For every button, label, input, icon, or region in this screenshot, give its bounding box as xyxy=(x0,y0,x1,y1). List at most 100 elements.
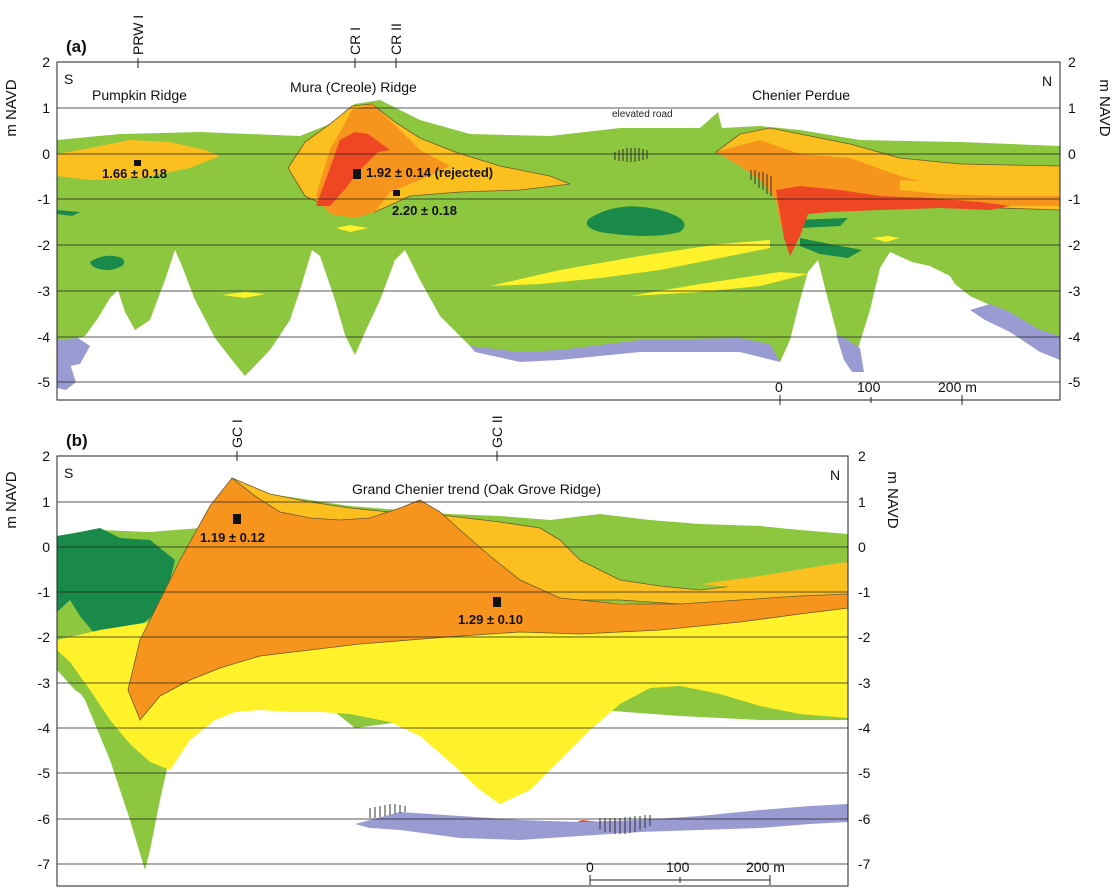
panel-a-sample-cr1 xyxy=(353,169,361,179)
panel-a-y-axis-title-right: m NAVD xyxy=(1096,79,1113,136)
panel-a-dark-green-right2 xyxy=(795,218,848,228)
panel-a-label: (a) xyxy=(66,37,87,56)
panel-b-tick-right: -6 xyxy=(858,811,871,827)
panel-a-scale-label: 0 xyxy=(775,379,783,395)
panel-a-tick-right: -5 xyxy=(1068,374,1081,390)
panel-b-core-label: GC II xyxy=(489,415,505,448)
panel-a-core-ticks xyxy=(137,58,397,68)
panel-a-core-label: CR I xyxy=(347,27,363,55)
panel-a-north-label: N xyxy=(1042,73,1052,89)
panel-a-yellow-lens4 xyxy=(336,225,368,232)
panel-a-tick-right: 1 xyxy=(1068,100,1076,116)
panel-b-sample-gc2 xyxy=(493,597,501,607)
panel-b-hatch xyxy=(369,804,651,834)
panel-b-scale-bar xyxy=(589,875,771,885)
panel-a-tick-left: 2 xyxy=(42,54,50,70)
panel-a-gridlines xyxy=(57,61,1060,383)
panel-b-south-label: S xyxy=(64,465,73,481)
panel-b-tick-right: -4 xyxy=(858,720,871,736)
panel-a-tick-left: -3 xyxy=(38,283,51,299)
panel-a-age-label: 1.66 ± 0.18 xyxy=(102,166,167,181)
panel-b-tick-left: -1 xyxy=(38,584,51,600)
panel-a-basal-layer-right xyxy=(836,334,864,372)
panel-a-core-label: CR II xyxy=(388,23,404,55)
panel-b-tick-left: 2 xyxy=(42,448,50,464)
panel-a-tick-right: -2 xyxy=(1068,237,1081,253)
panel-b-scale-label: 0 xyxy=(586,859,594,875)
panel-b-sample-gc1 xyxy=(233,514,241,524)
panel-a-frame xyxy=(56,61,1061,401)
panel-b: (b) m NAVD m NAVD 2 1 0 -1 -2 -3 -4 -5 -… xyxy=(3,415,901,887)
panel-a-chenier-tongue xyxy=(900,180,1060,196)
panel-a-tick-right: 0 xyxy=(1068,146,1076,162)
panel-a-tick-right: -4 xyxy=(1068,329,1081,345)
panel-b-tick-left: -4 xyxy=(38,720,51,736)
panel-a-tick-left: -5 xyxy=(38,374,51,390)
panel-a-dark-green-right xyxy=(800,238,862,258)
panel-b-tick-right: 0 xyxy=(858,539,866,555)
panel-b-tick-left: -2 xyxy=(38,629,51,645)
panel-a-right-ticks: 2 1 0 -1 -2 -3 -4 -5 xyxy=(1068,54,1081,390)
panel-b-tick-left: 1 xyxy=(42,494,50,510)
panel-b-tick-right: -7 xyxy=(858,856,871,872)
panel-a-chenier-red xyxy=(776,186,1010,256)
panel-a-tick-right: -1 xyxy=(1068,191,1081,207)
panel-b-tick-right: -5 xyxy=(858,765,871,781)
panel-a-basal-layer-mid xyxy=(470,338,780,362)
panel-a-sample-prw xyxy=(134,160,141,166)
panel-b-left-ticks: 2 1 0 -1 -2 -3 -4 -5 -6 -7 xyxy=(38,448,51,872)
panel-a-chenier-orange xyxy=(716,140,1060,240)
panel-b-tick-right: 2 xyxy=(858,448,866,464)
panel-a-left-ticks: 2 1 0 -1 -2 -3 -4 -5 xyxy=(38,54,51,390)
panel-a-basal-layer-left xyxy=(57,338,90,368)
panel-a-sample-cr2 xyxy=(393,190,400,196)
panel-a-road-note: elevated road xyxy=(612,109,673,120)
panel-b-age-label: 1.19 ± 0.12 xyxy=(200,530,265,545)
panel-b-gridlines xyxy=(57,455,848,865)
panel-a-y-axis-title-left: m NAVD xyxy=(3,79,20,136)
panel-b-tick-left: 0 xyxy=(42,539,50,555)
panel-a-age-label: 2.20 ± 0.18 xyxy=(392,203,457,218)
panel-a-tick-left: -4 xyxy=(38,329,51,345)
panel-a-mura-orange xyxy=(316,104,450,218)
panel-a-tick-left: -2 xyxy=(38,237,51,253)
panel-b-tick-right: -1 xyxy=(858,584,871,600)
panel-b-tick-left: -6 xyxy=(38,811,51,827)
panel-b-tick-right: -3 xyxy=(858,675,871,691)
panel-b-y-axis-title-left: m NAVD xyxy=(3,471,20,528)
panel-b-dark-green xyxy=(57,528,175,640)
panel-b-scale-label: 200 m xyxy=(746,859,785,875)
panel-a-scale-label: 200 m xyxy=(938,379,977,395)
panel-a-tick-right: 2 xyxy=(1068,54,1076,70)
panel-a-yellow-lens3 xyxy=(222,292,265,298)
panel-a-basal-layer-left2 xyxy=(57,362,76,390)
panel-a-dark-green-lens xyxy=(586,206,685,236)
panel-a-core-label: PRW I xyxy=(130,15,146,55)
panel-b-tick-left: -7 xyxy=(38,856,51,872)
panel-b-right-ticks: 2 1 0 -1 -2 -3 -4 -5 -6 -7 xyxy=(858,448,871,872)
panel-b-tick-right: 1 xyxy=(858,494,866,510)
panel-a-tick-left: 1 xyxy=(42,100,50,116)
panel-a-region-label: Mura (Creole) Ridge xyxy=(290,79,417,95)
panel-a-basal-layer-right2 xyxy=(970,304,1060,360)
panel-a-scale-bar xyxy=(779,395,963,405)
panel-a-mud-layer xyxy=(57,100,1060,376)
panel-b-tick-left: -3 xyxy=(38,675,51,691)
panel-b-sand-lens-right xyxy=(700,562,848,590)
panel-a-yellow-lens xyxy=(490,240,770,286)
panel-a: (a) m NAVD m NAVD 2 1 0 -1 -2 -3 -4 -5 2… xyxy=(3,15,1113,405)
panel-a-age-label: 1.92 ± 0.14 (rejected) xyxy=(366,165,493,180)
panel-a-south-label: S xyxy=(64,71,73,87)
panel-b-scale-label: 100 xyxy=(666,859,690,875)
panel-b-tick-right: -2 xyxy=(858,629,871,645)
panel-a-dark-green-lens-left xyxy=(57,210,80,216)
panel-b-y-axis-title-right: m NAVD xyxy=(884,471,901,528)
panel-a-dark-green-lens-small xyxy=(90,255,125,270)
panel-a-tick-right: -3 xyxy=(1068,283,1081,299)
panel-a-region-label: Chenier Perdue xyxy=(752,87,850,103)
panel-b-label: (b) xyxy=(66,431,88,450)
panel-b-region-label: Grand Chenier trend (Oak Grove Ridge) xyxy=(352,481,601,497)
panel-b-tick-left: -5 xyxy=(38,765,51,781)
panel-b-orange-sand xyxy=(127,477,849,721)
panel-b-core-label: GC I xyxy=(229,419,245,448)
